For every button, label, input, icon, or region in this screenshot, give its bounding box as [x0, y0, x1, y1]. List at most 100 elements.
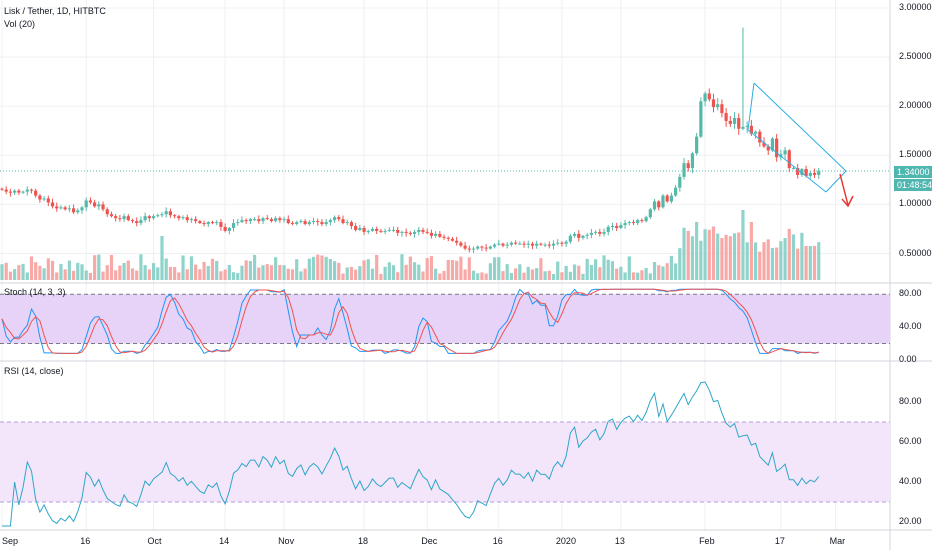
- candle-body: [189, 219, 194, 221]
- candle-body: [295, 222, 299, 225]
- volume-bar: [248, 261, 252, 280]
- volume-bar: [417, 264, 421, 280]
- volume-bar: [223, 269, 227, 280]
- volume-bar: [652, 261, 657, 280]
- candle-body: [337, 217, 341, 220]
- volume-bar: [286, 268, 290, 280]
- candle-body: [97, 204, 101, 207]
- volume-bar: [412, 262, 417, 280]
- candle-body: [598, 231, 602, 234]
- volume-bar: [189, 256, 194, 280]
- volume-bar: [446, 259, 450, 280]
- volume-bar: [379, 273, 383, 280]
- volume-bar: [615, 268, 619, 280]
- candle-body: [817, 171, 821, 175]
- candle-body: [450, 238, 455, 241]
- candle-body: [560, 242, 564, 244]
- stoch-legend: Stoch (14, 3, 3): [4, 287, 66, 297]
- volume-bar: [745, 242, 749, 280]
- candle-body: [695, 136, 699, 154]
- volume-bar: [648, 273, 652, 280]
- candle-body: [0, 188, 4, 190]
- candle-body: [412, 231, 417, 234]
- volume-bar: [497, 257, 501, 280]
- candle-body: [269, 219, 274, 222]
- volume-bar: [328, 259, 332, 280]
- candle-body: [84, 200, 88, 208]
- volume-bar: [686, 230, 690, 280]
- volume-bar: [598, 267, 602, 280]
- volume-bar: [337, 262, 341, 280]
- candle-body: [476, 246, 480, 249]
- volume-bar: [695, 221, 699, 280]
- volume-bar: [678, 248, 682, 280]
- volume-bar: [383, 266, 387, 280]
- volume-bar: [0, 264, 4, 280]
- volume-bar: [253, 254, 257, 280]
- volume-bar: [215, 260, 219, 280]
- volume-bar: [631, 272, 636, 280]
- candle-body: [636, 220, 640, 224]
- candle-body: [551, 243, 556, 246]
- candle-body: [17, 190, 21, 193]
- volume-bar: [147, 269, 151, 280]
- candle-body: [762, 142, 766, 147]
- volume-bar: [425, 258, 429, 280]
- volume-bar: [257, 267, 261, 280]
- volume-bar: [728, 236, 732, 280]
- candle-body: [404, 231, 408, 233]
- volume-bar: [307, 258, 311, 280]
- volume-bar: [581, 273, 585, 280]
- volume-bar: [492, 257, 497, 280]
- candle-body: [720, 104, 724, 114]
- candle-body: [522, 243, 526, 245]
- volume-bar: [644, 267, 648, 280]
- candle-body: [345, 222, 349, 224]
- candle-body: [139, 220, 143, 224]
- volume-bar: [105, 265, 109, 280]
- candle-body: [130, 220, 135, 222]
- date-tick-label: Feb: [699, 536, 715, 546]
- volume-bar: [391, 265, 396, 280]
- candle-body: [358, 227, 362, 230]
- candle-body: [661, 195, 665, 208]
- volume-bar: [720, 238, 724, 280]
- candle-body: [198, 221, 202, 224]
- candle-body: [80, 207, 84, 211]
- volume-bar: [370, 268, 375, 280]
- stoch-d-line: [1, 288, 819, 354]
- volume-bar: [484, 273, 488, 280]
- volume-bar: [67, 260, 71, 280]
- volume-bar: [661, 266, 665, 280]
- candle-body: [800, 169, 804, 175]
- volume-bar: [779, 241, 783, 280]
- volume-bar: [156, 267, 160, 280]
- candle-body: [324, 222, 328, 225]
- volume-bar: [543, 271, 547, 280]
- volume-bar: [758, 251, 762, 280]
- volume-bar: [93, 255, 97, 280]
- candle-body: [143, 216, 147, 221]
- price-tick-label: 2.00000: [899, 100, 932, 111]
- candle-body: [210, 222, 215, 224]
- volume-bar: [261, 265, 265, 280]
- candle-body: [442, 236, 446, 238]
- candle-body: [463, 245, 467, 249]
- date-tick-label: Sep: [2, 536, 19, 546]
- candle-body: [93, 202, 97, 207]
- candle-body: [122, 216, 126, 220]
- candle-body: [509, 242, 514, 245]
- candle-body: [775, 138, 779, 158]
- volume-bar: [762, 242, 766, 280]
- volume-bar: [674, 263, 678, 280]
- volume-bar: [101, 271, 105, 280]
- candle-body: [311, 221, 316, 223]
- volume-bar: [210, 258, 215, 280]
- candle-body: [71, 208, 76, 213]
- volume-bar: [358, 266, 362, 280]
- volume-bar: [408, 256, 412, 280]
- candle-body: [156, 215, 160, 217]
- candle-body: [699, 101, 703, 137]
- volume-bar: [711, 226, 716, 280]
